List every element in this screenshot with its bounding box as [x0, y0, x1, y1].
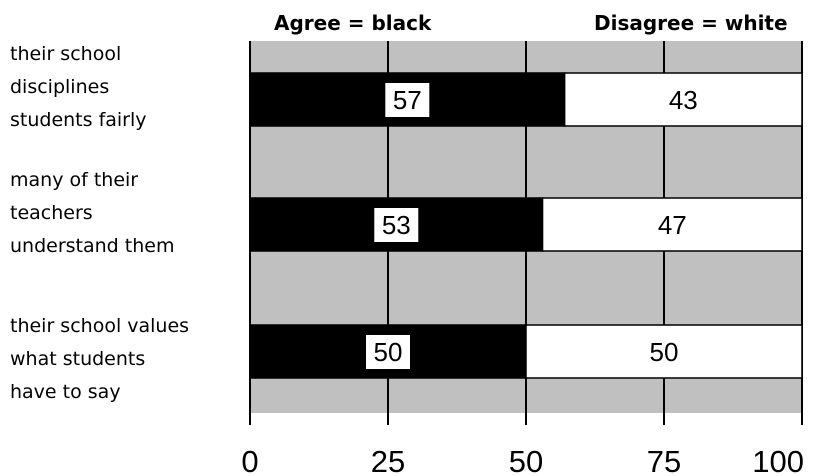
legend-disagree: Disagree = white — [594, 11, 788, 35]
category-label-2-line-3: understand them — [10, 235, 174, 257]
legend-agree: Agree = black — [274, 11, 432, 35]
x-tick-label: 0 — [241, 444, 258, 476]
x-tick-label: 25 — [371, 444, 405, 476]
value-label-agree-2: 53 — [382, 210, 411, 240]
category-label-1-line-3: students fairly — [10, 109, 147, 131]
category-label-3-line-3: have to say — [10, 381, 121, 403]
category-label-2-line-1: many of their — [10, 169, 138, 191]
category-label-3-line-1: their school values — [10, 315, 189, 337]
x-tick-label: 75 — [647, 444, 681, 476]
category-label-1-line-2: disciplines — [10, 76, 109, 98]
value-label-disagree-2: 47 — [658, 210, 687, 240]
x-tick-label: 100 — [752, 444, 804, 476]
bar-disagree-3 — [525, 324, 803, 379]
category-label-2-line-2: teachers — [10, 202, 93, 224]
value-label-disagree-3: 50 — [650, 337, 679, 367]
value-label-bg-agree-3 — [366, 335, 410, 369]
value-label-disagree-1: 43 — [669, 85, 698, 115]
value-label-bg-agree-1 — [385, 83, 430, 117]
category-label-1-line-1: their school — [10, 43, 121, 65]
bar-disagree-1 — [563, 72, 803, 127]
x-tick-label: 50 — [509, 444, 543, 476]
value-label-bg-agree-2 — [374, 208, 419, 242]
bar-disagree-2 — [541, 197, 803, 252]
value-label-agree-3: 50 — [374, 337, 403, 367]
value-label-agree-1: 57 — [393, 85, 422, 115]
category-label-3-line-2: what students — [10, 348, 145, 370]
